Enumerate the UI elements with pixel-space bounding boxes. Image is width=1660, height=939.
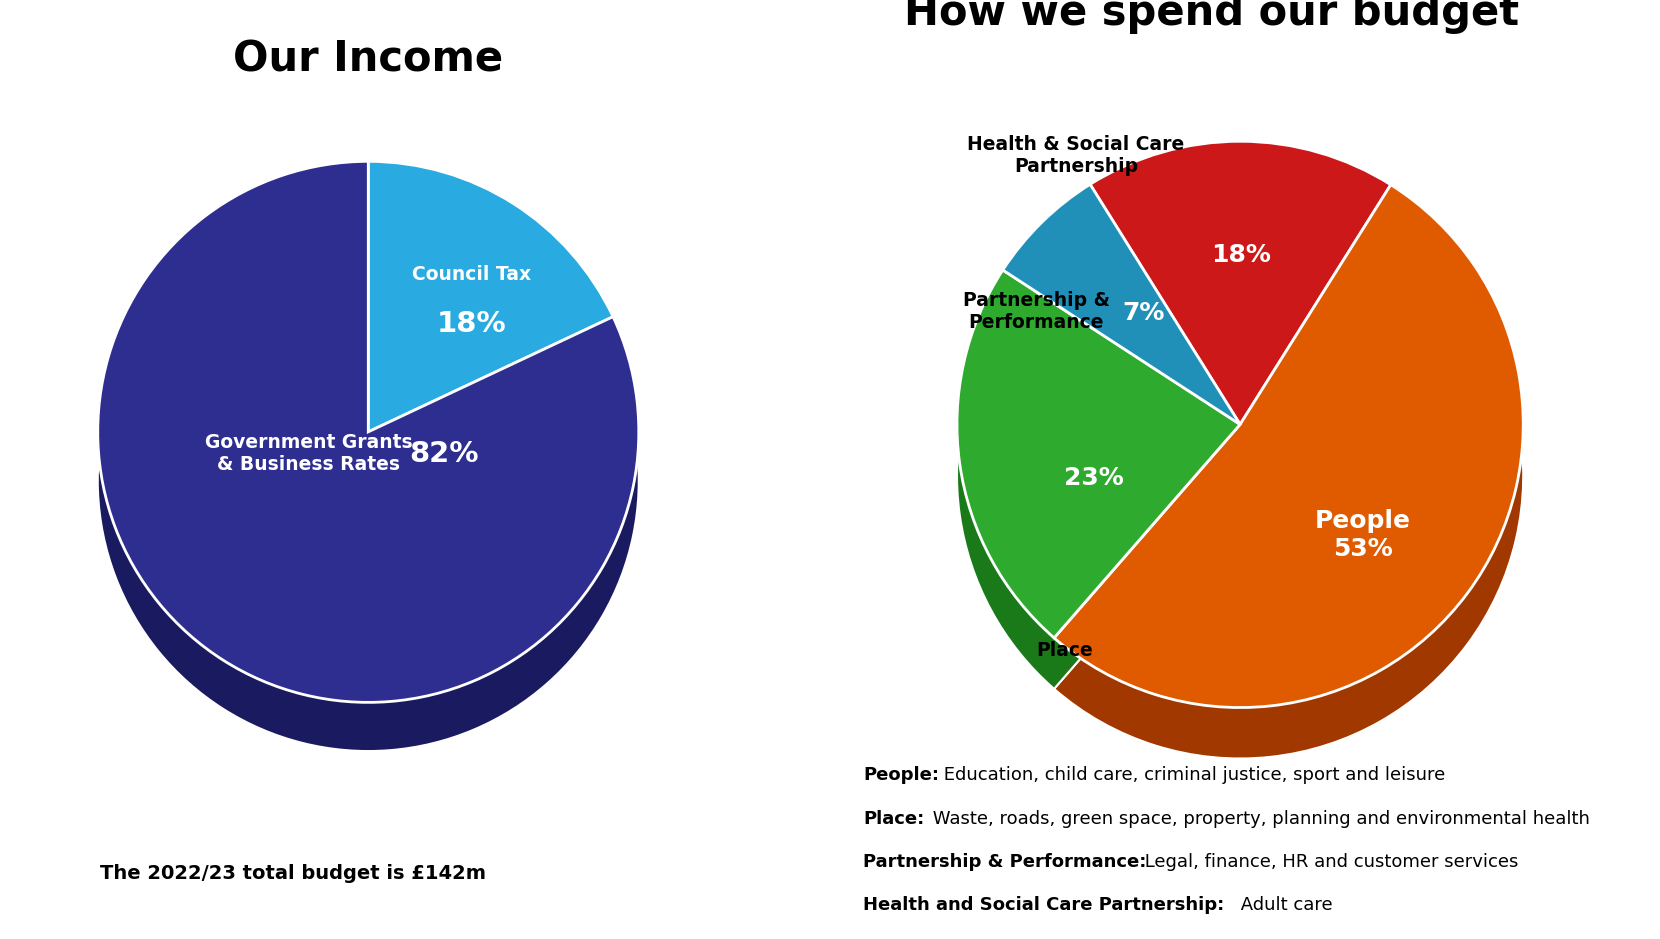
Wedge shape [1091, 141, 1391, 424]
Wedge shape [369, 162, 613, 432]
Text: Place:: Place: [863, 809, 925, 828]
Text: 18%: 18% [1212, 242, 1272, 267]
Text: The 2022/23 total budget is £142m: The 2022/23 total budget is £142m [100, 864, 486, 883]
Text: Place: Place [1036, 641, 1092, 660]
Text: How we spend our budget: How we spend our budget [905, 0, 1519, 34]
Text: Legal, finance, HR and customer services: Legal, finance, HR and customer services [1139, 853, 1519, 871]
Text: 23%: 23% [1064, 466, 1124, 489]
Text: 18%: 18% [437, 310, 506, 338]
Text: Partnership &
Performance: Partnership & Performance [963, 291, 1111, 331]
Text: Our Income: Our Income [232, 38, 503, 80]
Text: Health and Social Care Partnership:: Health and Social Care Partnership: [863, 896, 1225, 915]
Text: 7%: 7% [1122, 301, 1165, 325]
Text: Education, child care, criminal justice, sport and leisure: Education, child care, criminal justice,… [938, 765, 1444, 784]
Text: Partnership & Performance:: Partnership & Performance: [863, 853, 1147, 871]
Wedge shape [956, 270, 1240, 638]
Wedge shape [369, 210, 613, 481]
Wedge shape [1003, 236, 1240, 475]
Wedge shape [1054, 185, 1524, 708]
Text: Government Grants
& Business Rates: Government Grants & Business Rates [204, 433, 413, 474]
Text: People:: People: [863, 765, 940, 784]
Wedge shape [1003, 184, 1240, 424]
Text: Adult care: Adult care [1235, 896, 1333, 915]
Wedge shape [1054, 236, 1524, 759]
Wedge shape [98, 210, 639, 751]
Wedge shape [956, 321, 1240, 689]
Wedge shape [1091, 192, 1391, 475]
Text: Health & Social Care
Partnership: Health & Social Care Partnership [968, 135, 1185, 176]
Text: People
53%: People 53% [1315, 509, 1411, 561]
Wedge shape [98, 162, 639, 702]
Text: Waste, roads, green space, property, planning and environmental health: Waste, roads, green space, property, pla… [926, 809, 1590, 828]
Text: 82%: 82% [410, 439, 478, 468]
Text: Council Tax: Council Tax [412, 266, 531, 285]
